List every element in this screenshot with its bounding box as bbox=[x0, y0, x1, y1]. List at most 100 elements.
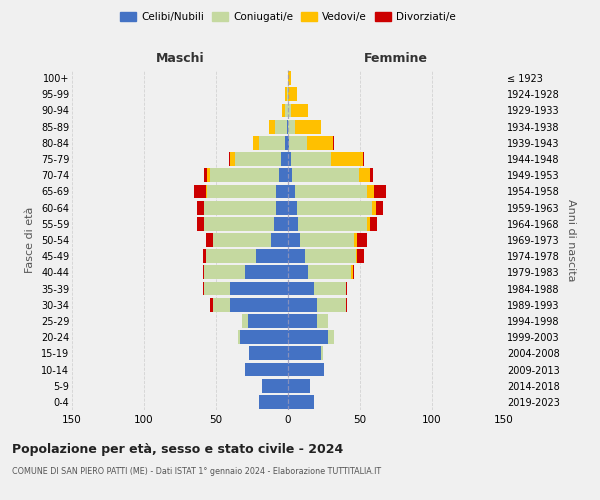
Bar bbox=[287, 88, 288, 101]
Bar bbox=[288, 282, 314, 296]
Bar bbox=[256, 250, 288, 263]
Bar bbox=[213, 298, 230, 312]
Bar bbox=[235, 152, 281, 166]
Bar bbox=[321, 346, 323, 360]
Bar bbox=[288, 120, 295, 134]
Bar bbox=[370, 217, 377, 230]
Bar bbox=[253, 136, 259, 149]
Bar bbox=[288, 346, 321, 360]
Bar bbox=[194, 184, 206, 198]
Y-axis label: Fasce di età: Fasce di età bbox=[25, 207, 35, 273]
Bar bbox=[205, 200, 277, 214]
Bar bbox=[288, 217, 298, 230]
Y-axis label: Anni di nascita: Anni di nascita bbox=[566, 198, 577, 281]
Bar bbox=[280, 168, 288, 182]
Bar bbox=[332, 136, 334, 149]
Bar bbox=[282, 104, 285, 118]
Bar bbox=[298, 217, 367, 230]
Legend: Celibi/Nubili, Coniugati/e, Vedovi/e, Divorziati/e: Celibi/Nubili, Coniugati/e, Vedovi/e, Di… bbox=[116, 8, 460, 26]
Bar bbox=[288, 152, 291, 166]
Bar bbox=[299, 233, 354, 247]
Bar bbox=[288, 314, 317, 328]
Bar bbox=[245, 266, 288, 280]
Text: COMUNE DI SAN PIERO PATTI (ME) - Dati ISTAT 1° gennaio 2024 - Elaborazione TUTTI: COMUNE DI SAN PIERO PATTI (ME) - Dati IS… bbox=[12, 468, 381, 476]
Bar bbox=[275, 120, 287, 134]
Bar bbox=[208, 184, 277, 198]
Bar bbox=[285, 88, 287, 101]
Bar bbox=[292, 168, 359, 182]
Bar bbox=[374, 184, 386, 198]
Bar bbox=[259, 136, 285, 149]
Bar bbox=[288, 298, 317, 312]
Bar bbox=[205, 168, 208, 182]
Bar bbox=[367, 217, 370, 230]
Bar bbox=[281, 152, 288, 166]
Bar bbox=[208, 168, 210, 182]
Bar bbox=[305, 250, 356, 263]
Bar bbox=[269, 120, 275, 134]
Bar bbox=[288, 88, 296, 101]
Bar bbox=[356, 250, 357, 263]
Bar bbox=[291, 152, 331, 166]
Bar bbox=[230, 298, 288, 312]
Bar bbox=[317, 298, 346, 312]
Bar bbox=[206, 250, 256, 263]
Bar bbox=[288, 233, 299, 247]
Bar bbox=[285, 136, 288, 149]
Bar bbox=[210, 298, 213, 312]
Text: Maschi: Maschi bbox=[155, 52, 205, 65]
Text: Popolazione per età, sesso e stato civile - 2024: Popolazione per età, sesso e stato civil… bbox=[12, 442, 343, 456]
Bar bbox=[367, 184, 374, 198]
Bar bbox=[277, 200, 288, 214]
Bar bbox=[357, 250, 364, 263]
Bar bbox=[307, 136, 332, 149]
Bar bbox=[314, 282, 346, 296]
Bar bbox=[206, 184, 208, 198]
Bar bbox=[288, 250, 305, 263]
Bar bbox=[288, 71, 291, 85]
Bar bbox=[354, 233, 357, 247]
Bar bbox=[331, 152, 363, 166]
Bar bbox=[376, 200, 383, 214]
Bar bbox=[248, 314, 288, 328]
Bar bbox=[353, 266, 354, 280]
Bar bbox=[203, 266, 205, 280]
Bar bbox=[359, 168, 370, 182]
Bar bbox=[205, 282, 230, 296]
Bar bbox=[328, 330, 334, 344]
Bar bbox=[229, 152, 230, 166]
Bar bbox=[288, 168, 292, 182]
Bar bbox=[357, 233, 367, 247]
Bar bbox=[287, 120, 288, 134]
Bar bbox=[205, 266, 245, 280]
Bar bbox=[346, 282, 347, 296]
Bar bbox=[288, 184, 295, 198]
Text: Femmine: Femmine bbox=[364, 52, 428, 65]
Bar bbox=[277, 184, 288, 198]
Bar bbox=[291, 104, 308, 118]
Bar bbox=[213, 233, 271, 247]
Bar bbox=[203, 282, 205, 296]
Bar bbox=[288, 266, 308, 280]
Bar bbox=[346, 298, 347, 312]
Bar bbox=[288, 379, 310, 392]
Bar bbox=[363, 152, 364, 166]
Bar bbox=[205, 217, 274, 230]
Bar bbox=[242, 314, 248, 328]
Bar bbox=[288, 104, 291, 118]
Bar bbox=[288, 136, 289, 149]
Bar bbox=[230, 152, 235, 166]
Bar bbox=[296, 200, 371, 214]
Bar bbox=[249, 346, 288, 360]
Bar bbox=[289, 136, 307, 149]
Bar bbox=[371, 200, 376, 214]
Bar bbox=[203, 250, 206, 263]
Bar bbox=[288, 200, 296, 214]
Bar bbox=[238, 330, 241, 344]
Bar bbox=[274, 217, 288, 230]
Bar bbox=[259, 395, 288, 409]
Bar bbox=[197, 200, 205, 214]
Bar bbox=[230, 282, 288, 296]
Bar bbox=[308, 266, 352, 280]
Bar bbox=[262, 379, 288, 392]
